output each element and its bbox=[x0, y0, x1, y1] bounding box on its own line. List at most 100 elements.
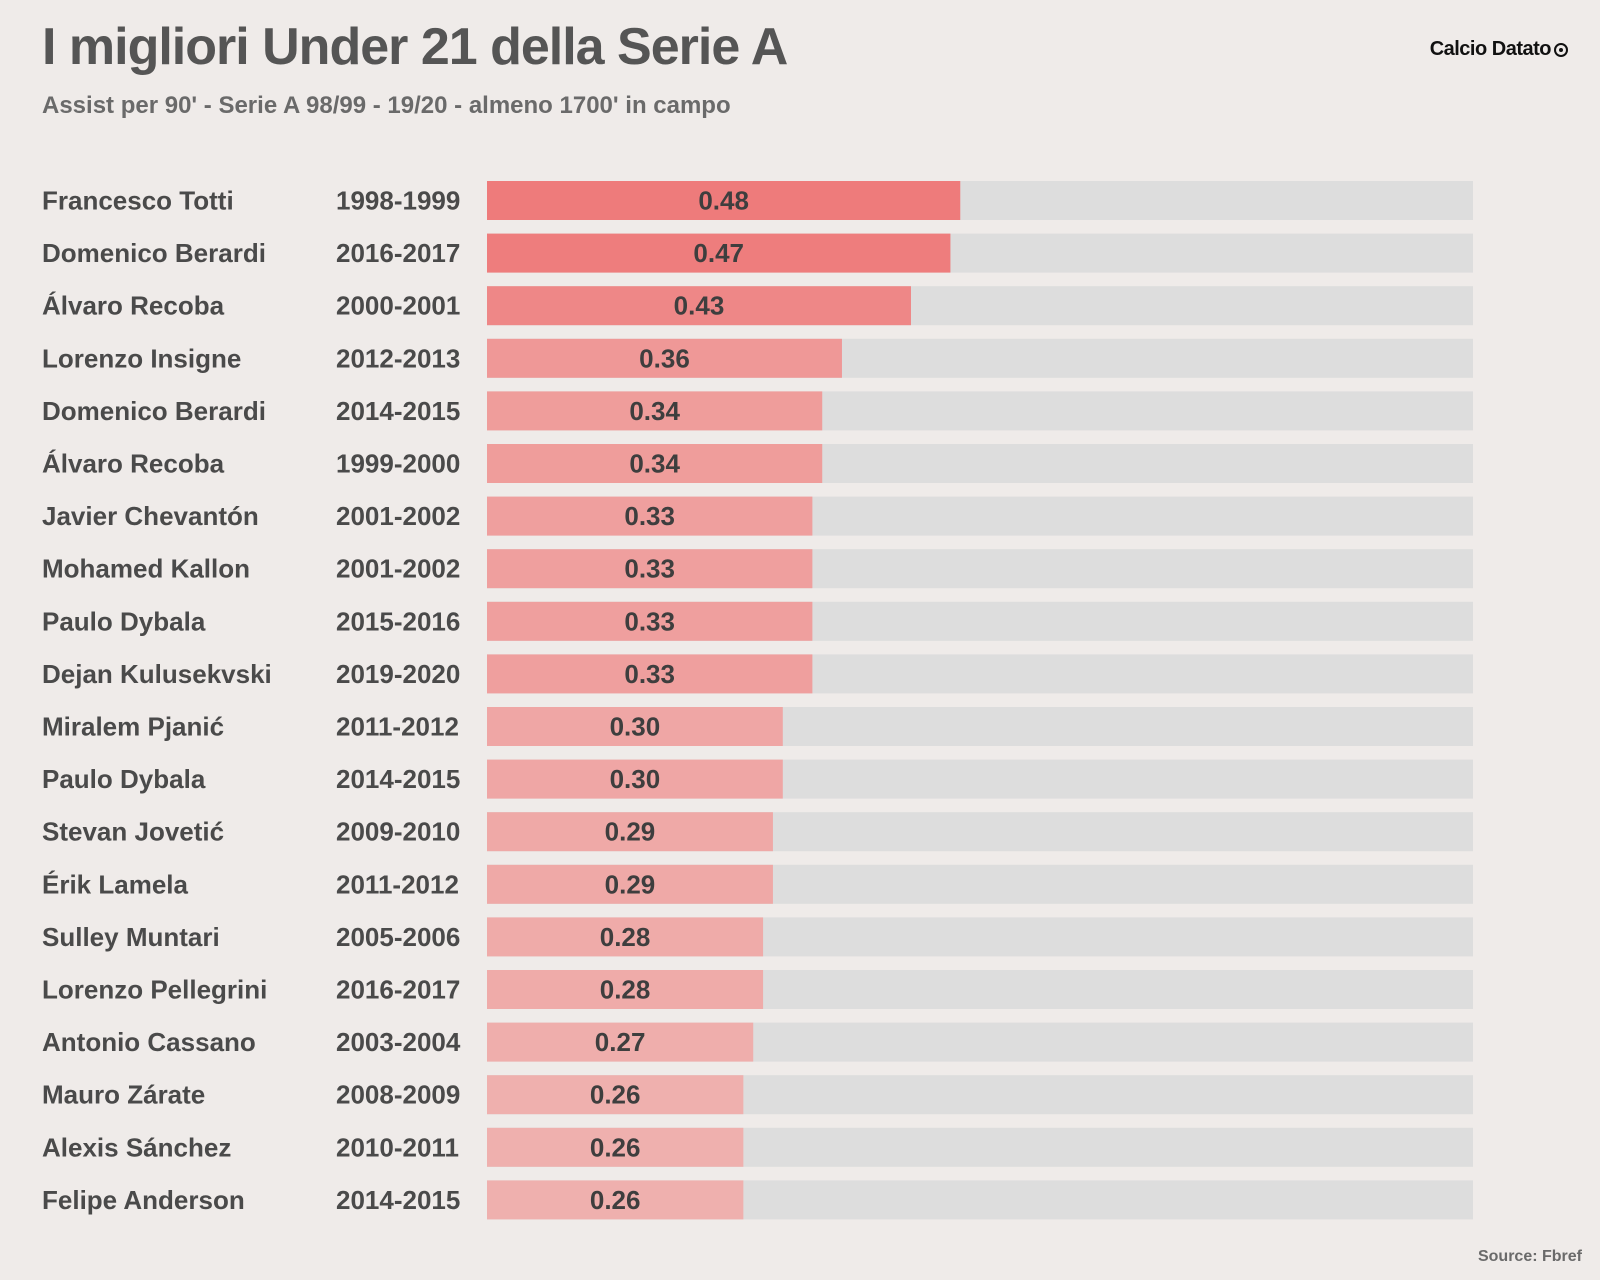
season-label: 2000-2001 bbox=[336, 291, 460, 321]
data-label: 0.36 bbox=[639, 343, 690, 373]
data-label: 0.28 bbox=[600, 975, 651, 1005]
bar bbox=[487, 1127, 744, 1167]
bar-row: Mohamed Kallon 2001-2002 0.33 bbox=[42, 549, 1473, 589]
source-note: Source: Fbref bbox=[1477, 1248, 1582, 1265]
bar-row: Paulo Dybala 2015-2016 0.33 bbox=[42, 601, 1473, 641]
season-label: 2019-2020 bbox=[336, 659, 460, 689]
data-label: 0.30 bbox=[610, 764, 661, 794]
bar bbox=[487, 286, 911, 326]
season-label: 1998-1999 bbox=[336, 186, 460, 216]
bar bbox=[487, 601, 813, 641]
bar bbox=[487, 707, 783, 746]
player-name: Felipe Anderson bbox=[42, 1185, 245, 1215]
player-name: Paulo Dybala bbox=[42, 606, 206, 636]
player-name: Mohamed Kallon bbox=[42, 554, 250, 584]
season-label: 2016-2017 bbox=[336, 238, 460, 268]
soccer-ball-icon bbox=[1554, 42, 1568, 57]
player-name: Mauro Zárate bbox=[42, 1080, 205, 1110]
data-label: 0.34 bbox=[629, 449, 680, 479]
bar bbox=[487, 1075, 744, 1115]
player-name: Lorenzo Insigne bbox=[42, 343, 241, 373]
data-label: 0.27 bbox=[595, 1027, 646, 1057]
season-label: 2001-2002 bbox=[336, 501, 460, 531]
brand-name: Calcio Datato bbox=[1429, 38, 1552, 60]
data-label: 0.26 bbox=[590, 1132, 641, 1162]
bar bbox=[487, 864, 773, 904]
bar-row: Francesco Totti 1998-1999 0.48 bbox=[42, 181, 1473, 220]
season-label: 2001-2002 bbox=[336, 554, 460, 584]
data-label: 0.43 bbox=[674, 291, 725, 321]
chart-title: I migliori Under 21 della Serie A bbox=[42, 18, 788, 76]
data-label: 0.33 bbox=[624, 501, 675, 531]
season-label: 2011-2012 bbox=[336, 712, 459, 742]
season-label: 2003-2004 bbox=[336, 1027, 461, 1057]
bar-row: Lorenzo Insigne 2012-2013 0.36 bbox=[42, 338, 1473, 378]
player-name: Paulo Dybala bbox=[42, 764, 206, 794]
season-label: 2014-2015 bbox=[336, 1185, 460, 1215]
player-name: Lorenzo Pellegrini bbox=[42, 975, 267, 1005]
bar bbox=[487, 444, 823, 483]
data-label: 0.26 bbox=[590, 1080, 641, 1110]
player-name: Sulley Muntari bbox=[42, 922, 220, 952]
bar bbox=[487, 970, 764, 1009]
bar bbox=[487, 1180, 744, 1220]
bar-row: Álvaro Recoba 1999-2000 0.34 bbox=[42, 444, 1473, 483]
bar bbox=[487, 549, 813, 589]
season-label: 2005-2006 bbox=[336, 922, 460, 952]
season-label: 2014-2015 bbox=[336, 764, 460, 794]
player-name: Domenico Berardi bbox=[42, 238, 266, 268]
bar bbox=[487, 391, 823, 431]
chart-subtitle: Assist per 90' - Serie A 98/99 - 19/20 -… bbox=[42, 92, 731, 119]
data-label: 0.29 bbox=[605, 869, 656, 899]
player-name: Álvaro Recoba bbox=[42, 291, 225, 321]
bar bbox=[487, 338, 842, 378]
bar-row: Domenico Berardi 2016-2017 0.47 bbox=[42, 233, 1473, 273]
bar-row: Lorenzo Pellegrini 2016-2017 0.28 bbox=[42, 970, 1473, 1009]
data-label: 0.33 bbox=[624, 659, 675, 689]
season-label: 2015-2016 bbox=[336, 606, 460, 636]
season-label: 1999-2000 bbox=[336, 449, 460, 479]
bar-row: Érik Lamela 2011-2012 0.29 bbox=[42, 864, 1473, 904]
data-label: 0.34 bbox=[629, 396, 680, 426]
season-label: 2016-2017 bbox=[336, 975, 460, 1005]
bar bbox=[487, 181, 961, 220]
season-label: 2012-2013 bbox=[336, 343, 460, 373]
bar bbox=[487, 233, 951, 273]
player-name: Álvaro Recoba bbox=[42, 449, 225, 479]
player-name: Alexis Sánchez bbox=[42, 1132, 231, 1162]
data-label: 0.48 bbox=[698, 186, 749, 216]
data-label: 0.33 bbox=[624, 554, 675, 584]
bar bbox=[487, 917, 764, 957]
bar bbox=[487, 1022, 754, 1062]
bar-row: Felipe Anderson 2014-2015 0.26 bbox=[42, 1180, 1473, 1220]
player-name: Dejan Kulusekvski bbox=[42, 659, 272, 689]
bar bbox=[487, 812, 773, 852]
data-label: 0.26 bbox=[590, 1185, 641, 1215]
data-label: 0.29 bbox=[605, 817, 656, 847]
bar bbox=[487, 654, 813, 694]
bar-row: Miralem Pjanić 2011-2012 0.30 bbox=[42, 707, 1473, 746]
data-label: 0.28 bbox=[600, 922, 651, 952]
bar bbox=[487, 496, 813, 536]
player-name: Antonio Cassano bbox=[42, 1027, 256, 1057]
bar-row: Sulley Muntari 2005-2006 0.28 bbox=[42, 917, 1473, 957]
bar-row: Javier Chevantón 2001-2002 0.33 bbox=[42, 496, 1473, 536]
bar-row: Stevan Jovetić 2009-2010 0.29 bbox=[42, 812, 1473, 852]
data-label: 0.33 bbox=[624, 606, 675, 636]
bar-row: Alexis Sánchez 2010-2011 0.26 bbox=[42, 1127, 1473, 1167]
season-label: 2009-2010 bbox=[336, 817, 460, 847]
season-label: 2008-2009 bbox=[336, 1080, 460, 1110]
data-label: 0.47 bbox=[693, 238, 744, 268]
player-name: Javier Chevantón bbox=[42, 501, 259, 531]
bar bbox=[487, 759, 783, 799]
season-label: 2011-2012 bbox=[336, 869, 459, 899]
brand-logo: Calcio Datato bbox=[1430, 38, 1568, 61]
player-name: Domenico Berardi bbox=[42, 396, 266, 426]
bar-row: Mauro Zárate 2008-2009 0.26 bbox=[42, 1075, 1473, 1115]
season-label: 2010-2011 bbox=[336, 1132, 459, 1162]
season-label: 2014-2015 bbox=[336, 396, 460, 426]
player-name: Miralem Pjanić bbox=[42, 712, 224, 742]
bar-row: Álvaro Recoba 2000-2001 0.43 bbox=[42, 286, 1473, 326]
player-name: Francesco Totti bbox=[42, 186, 234, 216]
